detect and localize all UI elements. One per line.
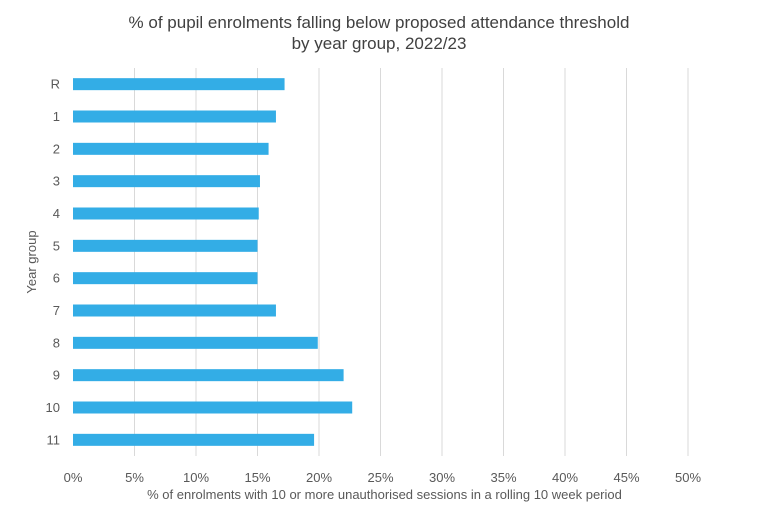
x-tick-label: 40% — [552, 470, 578, 485]
x-tick-label: 30% — [429, 470, 455, 485]
y-tick-label: 6 — [53, 271, 60, 286]
x-tick-label: 0% — [64, 470, 83, 485]
y-tick-label: 10 — [46, 400, 60, 415]
x-tick-label: 25% — [367, 470, 393, 485]
y-tick-label: 9 — [53, 368, 60, 383]
bar-year-4 — [73, 207, 259, 220]
bar-year-10 — [73, 401, 353, 414]
y-tick-label: 3 — [53, 174, 60, 189]
chart-title-line-1: % of pupil enrolments falling below prop… — [128, 13, 630, 32]
bar-year-R — [73, 78, 285, 91]
y-tick-label: 5 — [53, 238, 60, 253]
y-tick-label: 7 — [53, 303, 60, 318]
y-tick-label: 11 — [47, 432, 61, 447]
y-tick-labels: R 1 2 3 4 5 6 7 8 9 10 11 — [46, 77, 60, 448]
x-tick-label: 10% — [183, 470, 209, 485]
chart-title: % of pupil enrolments falling below prop… — [0, 12, 758, 54]
bar-year-6 — [73, 272, 258, 285]
x-tick-label: 15% — [244, 470, 270, 485]
y-tick-label: 2 — [53, 141, 60, 156]
y-tick-label: R — [51, 77, 60, 92]
bar-year-8 — [73, 336, 318, 349]
bar-year-3 — [73, 175, 260, 188]
x-tick-label: 20% — [306, 470, 332, 485]
y-tick-label: 1 — [53, 109, 60, 124]
bar-year-7 — [73, 304, 276, 317]
chart-title-line-2: by year group, 2022/23 — [291, 34, 467, 53]
x-tick-label: 50% — [675, 470, 701, 485]
bars — [73, 78, 353, 446]
y-axis-title: Year group — [24, 230, 39, 293]
y-tick-label: 4 — [53, 206, 60, 221]
bar-year-1 — [73, 110, 276, 123]
x-tick-label: 45% — [613, 470, 639, 485]
bar-year-11 — [73, 433, 315, 446]
x-tick-label: 35% — [490, 470, 516, 485]
x-tick-labels: 0% 5% 10% 15% 20% 25% 30% 35% 40% 45% 50% — [64, 470, 702, 485]
bar-year-5 — [73, 239, 258, 252]
bar-year-9 — [73, 369, 344, 382]
gridlines — [134, 68, 689, 456]
x-tick-label: 5% — [125, 470, 144, 485]
bar-year-2 — [73, 142, 269, 155]
x-axis-title: % of enrolments with 10 or more unauthor… — [147, 487, 622, 502]
y-tick-label: 8 — [53, 335, 60, 350]
